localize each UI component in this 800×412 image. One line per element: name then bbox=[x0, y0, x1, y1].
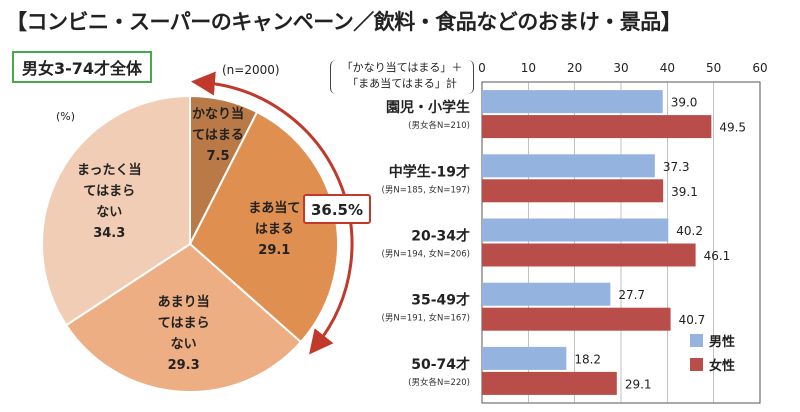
pie-slice-label-line: かなり当 bbox=[192, 106, 244, 122]
x-tick-label: 0 bbox=[478, 61, 486, 75]
bar-male bbox=[482, 90, 663, 114]
category-sample-note: (男N=185, 女N=197) bbox=[382, 184, 470, 195]
bar-legend-title-line1: 「かなり当てはまる」＋ bbox=[341, 61, 463, 74]
bar-value-label: 39.0 bbox=[671, 96, 698, 110]
bar-value-label: 29.1 bbox=[625, 377, 652, 391]
pie-slice-label-line: はまる bbox=[255, 222, 294, 237]
category-sample-note: (男N=191, 女N=167) bbox=[382, 313, 470, 324]
pie-slice-value: 29.1 bbox=[258, 243, 290, 258]
bar-male bbox=[482, 282, 611, 306]
pie-slice bbox=[41, 94, 191, 327]
callout-arc-arrow bbox=[190, 71, 354, 355]
category-label: 園児・小学生 bbox=[386, 99, 470, 116]
page-title: 【コンビニ・スーパーのキャンペーン／飲料・食品などのおまけ・景品】 bbox=[6, 10, 682, 34]
x-tick-label: 50 bbox=[706, 61, 721, 75]
pie-slice-value: 34.3 bbox=[93, 226, 125, 241]
bar-value-label: 40.7 bbox=[679, 313, 706, 327]
bar-female bbox=[482, 115, 712, 139]
pie-slice-label-line: てはまる bbox=[192, 128, 244, 143]
pie-slice-value: 7.5 bbox=[206, 149, 229, 164]
bar-male bbox=[482, 346, 567, 370]
legend-swatch bbox=[690, 334, 703, 347]
bar-female bbox=[482, 371, 617, 395]
category-label: 中学生-19才 bbox=[389, 163, 470, 180]
bar-male bbox=[482, 218, 669, 242]
bar-female bbox=[482, 243, 696, 267]
legend-swatch bbox=[690, 358, 703, 371]
x-tick-label: 30 bbox=[613, 61, 628, 75]
pie-slice-label-line: まあ当て bbox=[248, 200, 300, 216]
legend-label: 女性 bbox=[709, 358, 735, 374]
x-tick-label: 20 bbox=[567, 61, 582, 75]
bar-legend-title-line2: 「まあ当てはまる」計 bbox=[347, 77, 457, 90]
category-sample-note: (男N=194, 女N=206) bbox=[382, 249, 470, 260]
category-label: 35-49才 bbox=[411, 292, 470, 309]
category-sample-note: (男女各N=210) bbox=[408, 120, 470, 131]
bar-value-label: 27.7 bbox=[618, 288, 645, 302]
category-sample-note: (男女各N=220) bbox=[408, 377, 470, 388]
pie-slice-label-line: ない bbox=[171, 337, 197, 352]
pie-slice-label: まったく当てはまらない 34.3 bbox=[77, 162, 141, 241]
bar-male bbox=[482, 154, 655, 178]
bar-value-label: 40.2 bbox=[676, 224, 703, 238]
pie-slice-label-line: てはまら bbox=[158, 316, 210, 331]
bar-female bbox=[482, 307, 671, 331]
category-label: 50-74才 bbox=[411, 356, 470, 373]
x-tick-label: 40 bbox=[660, 61, 675, 75]
pie-slice bbox=[64, 242, 303, 393]
pie-slice-label-line: ない bbox=[96, 205, 122, 220]
pie-unit: (%) bbox=[56, 110, 76, 123]
callout-value: 36.5% bbox=[311, 201, 363, 219]
bar-value-label: 46.1 bbox=[704, 249, 731, 263]
pie-slice-label-line: てはまら bbox=[83, 184, 135, 199]
legend-label: 男性 bbox=[709, 334, 735, 350]
pie-slice-label-line: あまり当 bbox=[158, 294, 210, 310]
bar-value-label: 37.3 bbox=[663, 160, 690, 174]
pie-slice-label-line: まったく当 bbox=[77, 162, 141, 178]
bar-value-label: 39.1 bbox=[671, 185, 698, 199]
callout-box bbox=[303, 194, 371, 224]
bar-value-label: 49.5 bbox=[719, 121, 746, 135]
bar-chart: 0 10 20 30 40 50 60 園児・小学生 (男女各N=210) 39.0 49.5 中学生… bbox=[382, 61, 768, 404]
category-label: 20-34才 bbox=[411, 228, 470, 245]
bar-value-label: 18.2 bbox=[574, 352, 601, 366]
chart-subtitle: 男女3-74才全体 bbox=[12, 51, 153, 83]
pie-slice-value: 29.3 bbox=[168, 358, 200, 373]
x-tick-label: 10 bbox=[521, 61, 536, 75]
bar-female bbox=[482, 179, 664, 203]
x-tick-label: 60 bbox=[752, 61, 767, 75]
